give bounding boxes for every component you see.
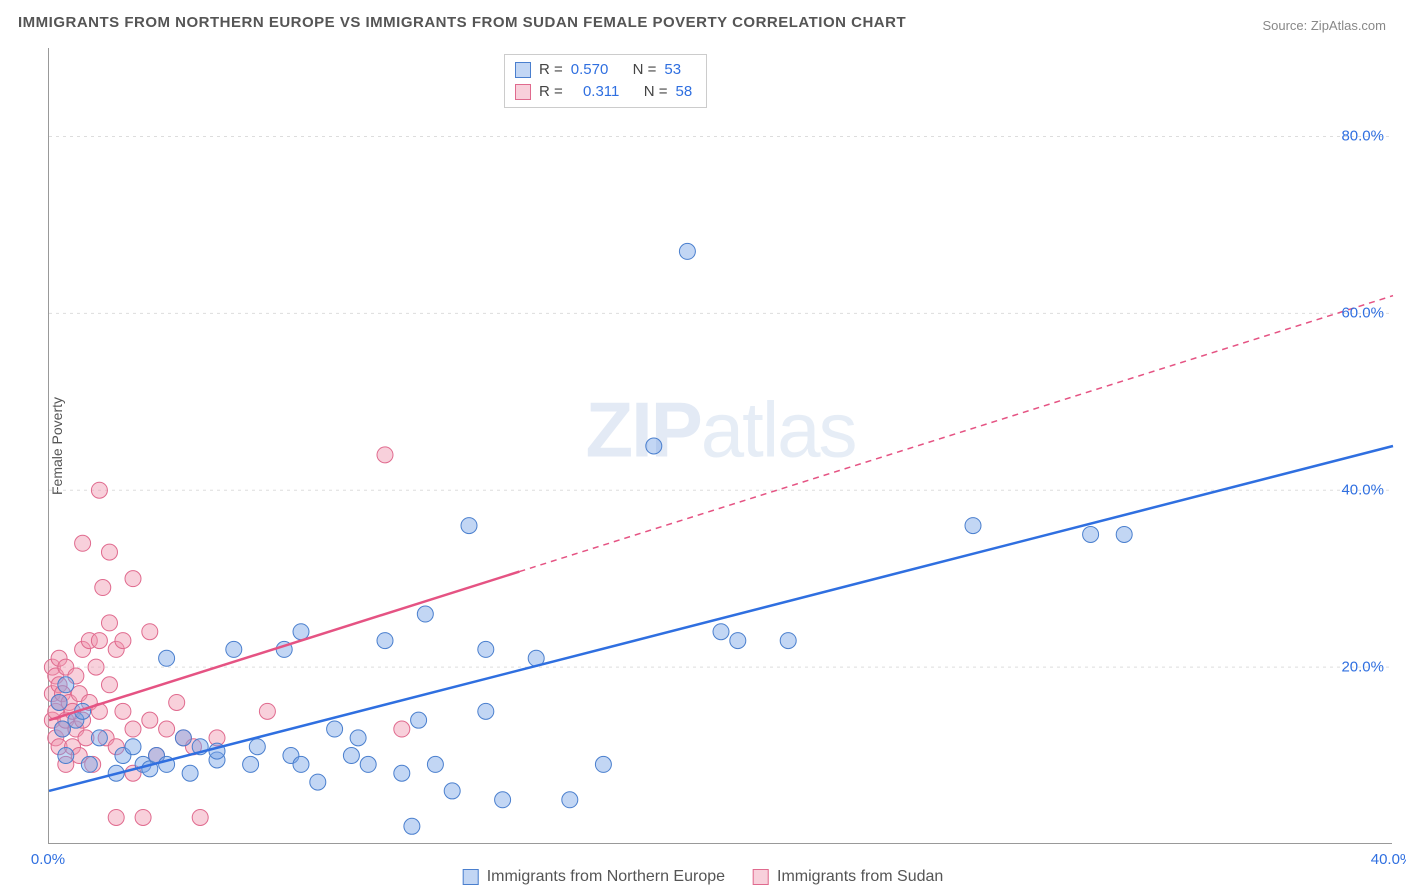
- y-tick-label: 60.0%: [1341, 305, 1384, 322]
- series-b-trendline: [49, 296, 1393, 721]
- x-tick-max: 40.0%: [1371, 851, 1406, 868]
- series-a-points: [51, 243, 1132, 834]
- plot-svg: [49, 48, 1392, 843]
- legend-item-b: Immigrants from Sudan: [753, 868, 943, 886]
- x-tick-min: 0.0%: [31, 851, 65, 868]
- y-tick-label: 80.0%: [1341, 128, 1384, 145]
- y-tick-label: 20.0%: [1341, 659, 1384, 676]
- legend-swatch-a-icon: [463, 869, 479, 885]
- legend-item-a: Immigrants from Northern Europe: [463, 868, 725, 886]
- chart-title: IMMIGRANTS FROM NORTHERN EUROPE VS IMMIG…: [18, 14, 906, 31]
- source-name: ZipAtlas.com: [1311, 18, 1386, 33]
- legend-label-b: Immigrants from Sudan: [777, 868, 943, 886]
- legend-label-a: Immigrants from Northern Europe: [487, 868, 725, 886]
- plot-area: ZIPatlas R = 0.570 N = 53 R = 0.311 N = …: [48, 48, 1392, 844]
- series-a-trendline: [49, 446, 1393, 791]
- source-prefix: Source:: [1262, 18, 1310, 33]
- y-tick-label: 40.0%: [1341, 482, 1384, 499]
- legend-swatch-b-icon: [753, 869, 769, 885]
- source-label: Source: ZipAtlas.com: [1262, 18, 1386, 33]
- gridlines: [49, 136, 1393, 667]
- series-b-points: [44, 447, 409, 826]
- bottom-legend: Immigrants from Northern Europe Immigran…: [463, 868, 944, 886]
